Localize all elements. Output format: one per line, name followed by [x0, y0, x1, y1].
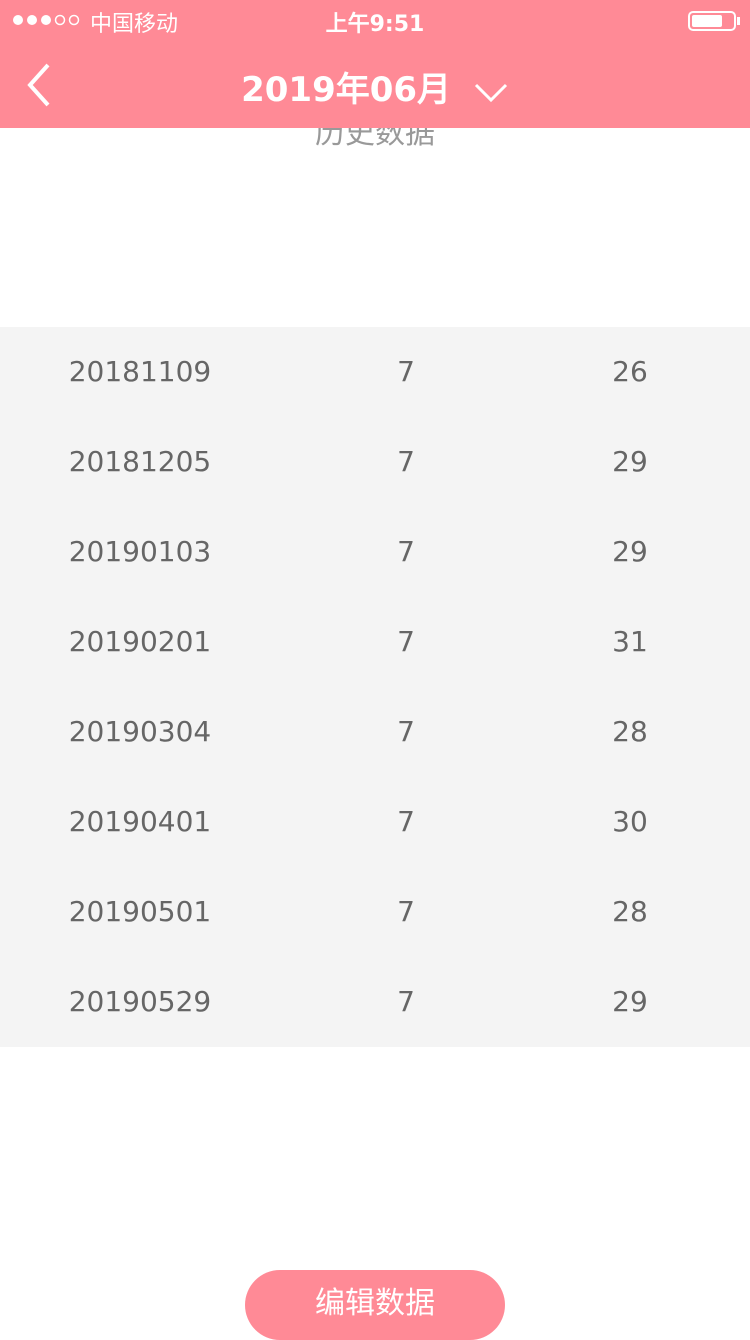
table-row: 20190501 7 28 — [0, 867, 750, 957]
status-bar: 中国移动 上午9:51 — [0, 0, 750, 40]
table-cell: 29 — [612, 535, 648, 568]
table-row: 20190103 7 29 — [0, 507, 750, 597]
table-row: 20181109 7 26 — [0, 327, 750, 417]
header: 中国移动 上午9:51 2019年06月 — [0, 0, 750, 128]
table-cell: 7 — [397, 805, 415, 838]
table-row: 20190401 7 30 — [0, 777, 750, 867]
table-cell: 20190201 — [68, 625, 212, 658]
table-cell: 7 — [397, 625, 415, 658]
battery-icon — [688, 11, 740, 31]
table-cell: 30 — [612, 805, 648, 838]
table-cell: 28 — [612, 895, 648, 928]
table-cell: 7 — [397, 535, 415, 568]
table-cell: 20190401 — [68, 805, 212, 838]
table-cell: 7 — [397, 895, 415, 928]
table-cell: 20190304 — [68, 715, 212, 748]
table-cell: 26 — [612, 355, 648, 388]
table-cell: 20190103 — [68, 535, 212, 568]
table-cell: 29 — [612, 445, 648, 478]
table-cell: 28 — [612, 715, 648, 748]
clock: 上午9:51 — [325, 12, 425, 37]
table-cell: 20190501 — [68, 895, 212, 928]
data-table: 20181109 7 26 20181205 7 29 20190103 7 29 2019020… — [0, 327, 750, 1047]
table-cell: 7 — [397, 985, 415, 1018]
back-button[interactable] — [22, 55, 62, 115]
table-cell: 29 — [612, 985, 648, 1018]
signal-icon — [13, 14, 80, 26]
month-selector[interactable]: 2019年06月 — [0, 62, 750, 111]
carrier: 中国移动 — [90, 12, 179, 37]
table-row: 20190304 7 28 — [0, 687, 750, 777]
table-cell: 7 — [397, 715, 415, 748]
table-cell: 20181205 — [68, 445, 212, 478]
table-cell: 20181109 — [68, 355, 212, 388]
table-row: 20181205 7 29 — [0, 417, 750, 507]
dropdown-arrow — [474, 83, 507, 102]
table-cell: 31 — [612, 625, 648, 658]
header-title: 2019年06月 — [241, 70, 452, 110]
table-row: 20190201 7 31 — [0, 597, 750, 687]
table-cell: 20190529 — [68, 985, 212, 1018]
edit-button[interactable]: 编辑数据 — [245, 1270, 505, 1340]
table-cell: 7 — [397, 355, 415, 388]
table-row: 20190529 7 29 — [0, 957, 750, 1047]
table-cell: 7 — [397, 445, 415, 478]
